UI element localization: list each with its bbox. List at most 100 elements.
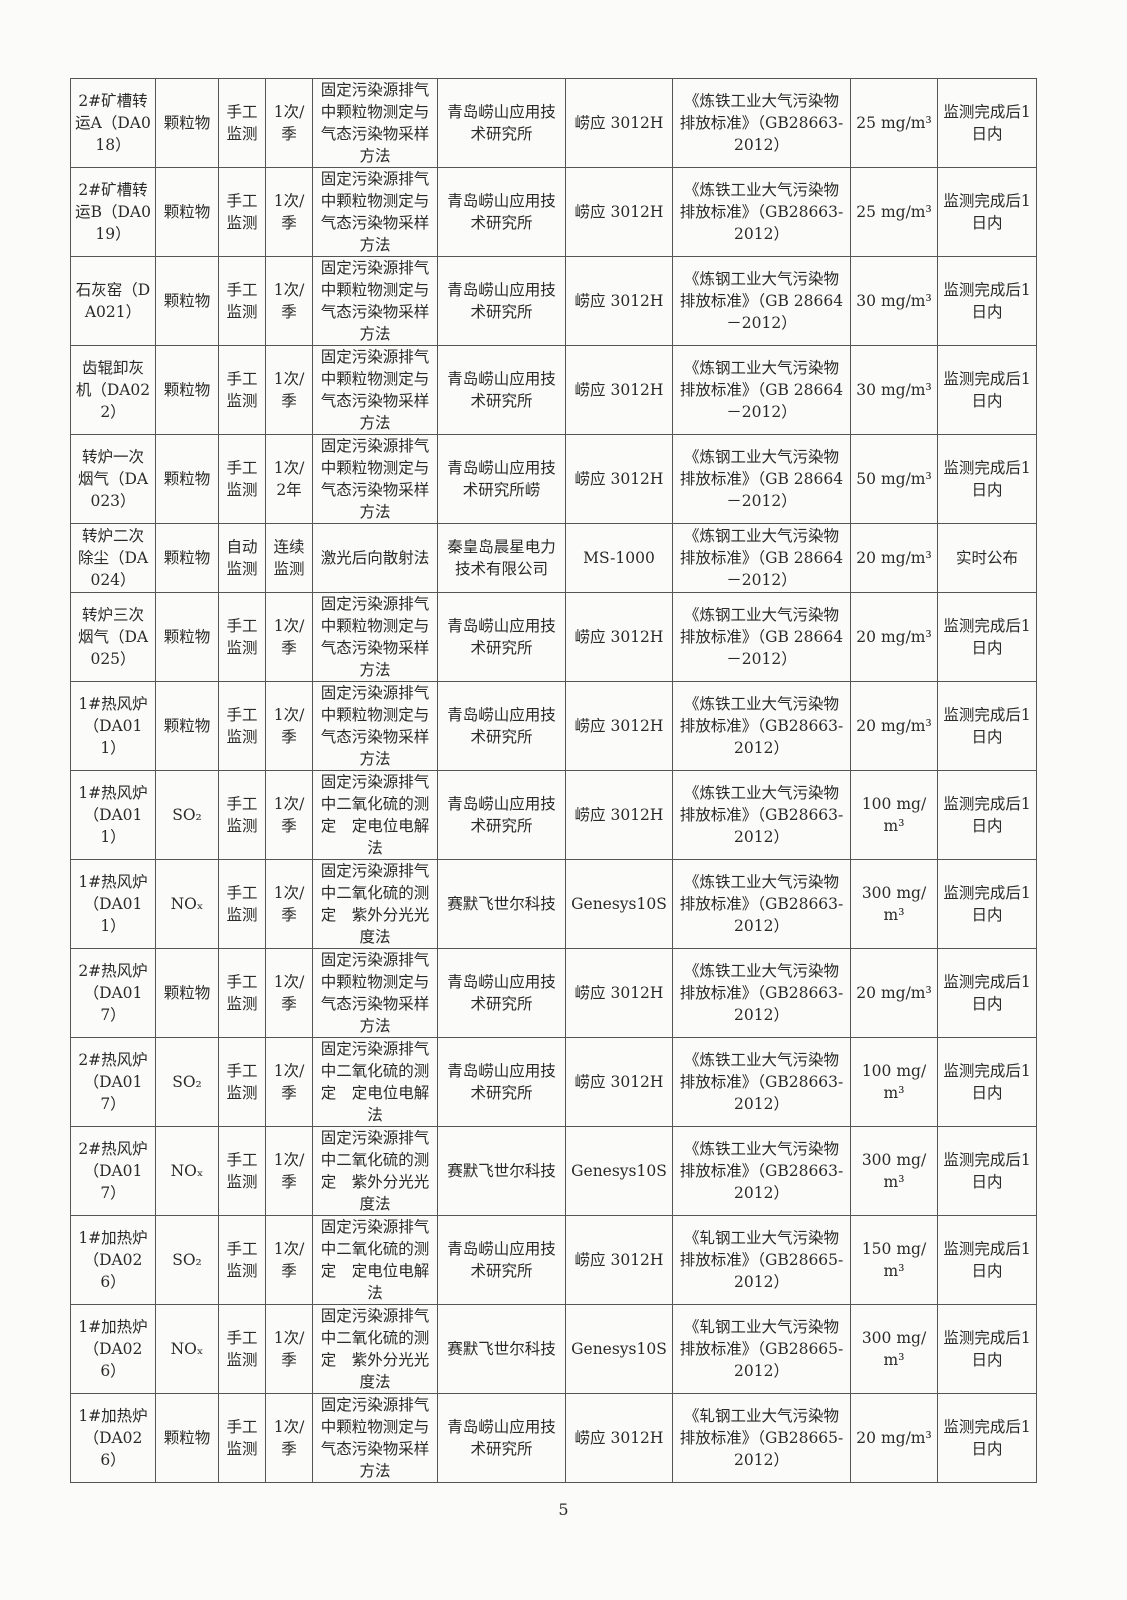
outlet-name-cell: 1#热风炉（DA011） bbox=[70, 859, 156, 949]
publish-time-cell: 监测完成后1日内 bbox=[937, 78, 1037, 168]
outlet-name-cell: 2#矿槽转运B（DA019） bbox=[70, 167, 156, 257]
publish-time-cell: 监测完成后1日内 bbox=[937, 859, 1037, 949]
table-row: 转炉二次除尘（DA024） 颗粒物 自动监测 连续监测 激光后向散射法 秦皇岛晨星电力技术… bbox=[70, 523, 1037, 593]
outlet-name-cell: 2#热风炉（DA017） bbox=[70, 948, 156, 1038]
frequency-cell: 1次/季 bbox=[265, 1304, 313, 1394]
frequency-cell: 1次/季 bbox=[265, 1393, 313, 1483]
instrument-model-cell: MS-1000 bbox=[565, 523, 673, 593]
pollutant-cell: NOₓ bbox=[155, 1126, 219, 1216]
outlet-name-cell: 转炉三次烟气（DA025） bbox=[70, 592, 156, 682]
monitoring-mode-cell: 自动监测 bbox=[218, 523, 266, 593]
supplier-cell: 青岛崂山应用技术研究所 bbox=[437, 1215, 566, 1305]
instrument-model-cell: 崂应 3012H bbox=[565, 770, 673, 860]
limit-value-cell: 20 mg/m³ bbox=[850, 1393, 938, 1483]
table-row: 2#热风炉（DA017） NOₓ 手工监测 1次/季 固定污染源排气中二氧化硫的测定 紫… bbox=[70, 1126, 1037, 1216]
outlet-name-cell: 1#加热炉（DA026） bbox=[70, 1304, 156, 1394]
limit-value-cell: 30 mg/m³ bbox=[850, 256, 938, 346]
monitoring-mode-cell: 手工监测 bbox=[218, 256, 266, 346]
emission-standard-cell: 《炼钢工业大气污染物排放标准》（GB 28664－2012） bbox=[672, 523, 851, 593]
table-row: 齿辊卸灰机（DA022） 颗粒物 手工监测 1次/季 固定污染源排气中颗粒物测定与气态污… bbox=[70, 345, 1037, 435]
test-method-cell: 固定污染源排气中二氧化硫的测定 紫外分光光度法 bbox=[312, 859, 438, 949]
instrument-model-cell: 崂应 3012H bbox=[565, 78, 673, 168]
pollutant-cell: 颗粒物 bbox=[155, 434, 219, 524]
limit-value-cell: 100 mg/m³ bbox=[850, 1037, 938, 1127]
pollutant-cell: 颗粒物 bbox=[155, 167, 219, 257]
table-row: 1#加热炉（DA026） 颗粒物 手工监测 1次/季 固定污染源排气中颗粒物测定与气态污… bbox=[70, 1393, 1037, 1483]
publish-time-cell: 监测完成后1日内 bbox=[937, 1393, 1037, 1483]
supplier-cell: 青岛崂山应用技术研究所 bbox=[437, 681, 566, 771]
outlet-name-cell: 石灰窑（DA021） bbox=[70, 256, 156, 346]
monitoring-mode-cell: 手工监测 bbox=[218, 167, 266, 257]
test-method-cell: 固定污染源排气中二氧化硫的测定 定电位电解法 bbox=[312, 1037, 438, 1127]
test-method-cell: 固定污染源排气中颗粒物测定与气态污染物采样方法 bbox=[312, 681, 438, 771]
pollutant-cell: NOₓ bbox=[155, 1304, 219, 1394]
supplier-cell: 青岛崂山应用技术研究所 bbox=[437, 592, 566, 682]
table-row: 转炉一次烟气（DA023） 颗粒物 手工监测 1次/2年 固定污染源排气中颗粒物测定与气… bbox=[70, 434, 1037, 524]
emission-standard-cell: 《炼铁工业大气污染物排放标准》（GB28663-2012） bbox=[672, 948, 851, 1038]
publish-time-cell: 监测完成后1日内 bbox=[937, 345, 1037, 435]
monitoring-mode-cell: 手工监测 bbox=[218, 592, 266, 682]
frequency-cell: 1次/季 bbox=[265, 859, 313, 949]
publish-time-cell: 监测完成后1日内 bbox=[937, 256, 1037, 346]
publish-time-cell: 监测完成后1日内 bbox=[937, 681, 1037, 771]
monitoring-mode-cell: 手工监测 bbox=[218, 770, 266, 860]
publish-time-cell: 监测完成后1日内 bbox=[937, 167, 1037, 257]
emission-standard-cell: 《炼钢工业大气污染物排放标准》（GB 28664－2012） bbox=[672, 434, 851, 524]
instrument-model-cell: 崂应 3012H bbox=[565, 167, 673, 257]
monitoring-mode-cell: 手工监测 bbox=[218, 681, 266, 771]
supplier-cell: 青岛崂山应用技术研究所 bbox=[437, 345, 566, 435]
supplier-cell: 青岛崂山应用技术研究所 bbox=[437, 1393, 566, 1483]
supplier-cell: 赛默飞世尔科技 bbox=[437, 1126, 566, 1216]
monitoring-mode-cell: 手工监测 bbox=[218, 345, 266, 435]
outlet-name-cell: 转炉二次除尘（DA024） bbox=[70, 523, 156, 593]
outlet-name-cell: 转炉一次烟气（DA023） bbox=[70, 434, 156, 524]
monitoring-table: 2#矿槽转运A（DA018） 颗粒物 手工监测 1次/季 固定污染源排气中颗粒物测定与气… bbox=[70, 78, 1037, 1483]
emission-standard-cell: 《炼铁工业大气污染物排放标准》（GB28663-2012） bbox=[672, 681, 851, 771]
pollutant-cell: 颗粒物 bbox=[155, 1393, 219, 1483]
frequency-cell: 1次/季 bbox=[265, 1126, 313, 1216]
emission-standard-cell: 《炼铁工业大气污染物排放标准》（GB28663-2012） bbox=[672, 1037, 851, 1127]
table-row: 1#热风炉（DA011） SO₂ 手工监测 1次/季 固定污染源排气中二氧化硫的测定 定… bbox=[70, 770, 1037, 860]
test-method-cell: 固定污染源排气中颗粒物测定与气态污染物采样方法 bbox=[312, 167, 438, 257]
instrument-model-cell: 崂应 3012H bbox=[565, 256, 673, 346]
pollutant-cell: 颗粒物 bbox=[155, 523, 219, 593]
frequency-cell: 1次/季 bbox=[265, 681, 313, 771]
pollutant-cell: 颗粒物 bbox=[155, 345, 219, 435]
table-row: 2#矿槽转运B（DA019） 颗粒物 手工监测 1次/季 固定污染源排气中颗粒物测定与气… bbox=[70, 167, 1037, 257]
supplier-cell: 青岛崂山应用技术研究所 bbox=[437, 78, 566, 168]
limit-value-cell: 100 mg/m³ bbox=[850, 770, 938, 860]
publish-time-cell: 监测完成后1日内 bbox=[937, 1126, 1037, 1216]
supplier-cell: 青岛崂山应用技术研究所 bbox=[437, 948, 566, 1038]
outlet-name-cell: 1#加热炉（DA026） bbox=[70, 1215, 156, 1305]
emission-standard-cell: 《炼钢工业大气污染物排放标准》（GB 28664－2012） bbox=[672, 256, 851, 346]
limit-value-cell: 50 mg/m³ bbox=[850, 434, 938, 524]
test-method-cell: 固定污染源排气中颗粒物测定与气态污染物采样方法 bbox=[312, 256, 438, 346]
instrument-model-cell: 崂应 3012H bbox=[565, 1215, 673, 1305]
supplier-cell: 青岛崂山应用技术研究所 bbox=[437, 1037, 566, 1127]
test-method-cell: 固定污染源排气中二氧化硫的测定 紫外分光光度法 bbox=[312, 1126, 438, 1216]
instrument-model-cell: 崂应 3012H bbox=[565, 681, 673, 771]
frequency-cell: 1次/季 bbox=[265, 78, 313, 168]
outlet-name-cell: 齿辊卸灰机（DA022） bbox=[70, 345, 156, 435]
outlet-name-cell: 2#热风炉（DA017） bbox=[70, 1037, 156, 1127]
limit-value-cell: 150 mg/m³ bbox=[850, 1215, 938, 1305]
limit-value-cell: 20 mg/m³ bbox=[850, 948, 938, 1038]
frequency-cell: 1次/季 bbox=[265, 1037, 313, 1127]
pollutant-cell: 颗粒物 bbox=[155, 948, 219, 1038]
publish-time-cell: 监测完成后1日内 bbox=[937, 948, 1037, 1038]
monitoring-mode-cell: 手工监测 bbox=[218, 1393, 266, 1483]
publish-time-cell: 监测完成后1日内 bbox=[937, 434, 1037, 524]
outlet-name-cell: 1#加热炉（DA026） bbox=[70, 1393, 156, 1483]
monitoring-mode-cell: 手工监测 bbox=[218, 1215, 266, 1305]
frequency-cell: 1次/季 bbox=[265, 770, 313, 860]
supplier-cell: 青岛崂山应用技术研究所 bbox=[437, 167, 566, 257]
test-method-cell: 固定污染源排气中颗粒物测定与气态污染物采样方法 bbox=[312, 948, 438, 1038]
monitoring-mode-cell: 手工监测 bbox=[218, 78, 266, 168]
publish-time-cell: 监测完成后1日内 bbox=[937, 1304, 1037, 1394]
pollutant-cell: SO₂ bbox=[155, 770, 219, 860]
limit-value-cell: 300 mg/m³ bbox=[850, 1126, 938, 1216]
instrument-model-cell: 崂应 3012H bbox=[565, 434, 673, 524]
publish-time-cell: 监测完成后1日内 bbox=[937, 770, 1037, 860]
limit-value-cell: 20 mg/m³ bbox=[850, 523, 938, 593]
emission-standard-cell: 《炼铁工业大气污染物排放标准》（GB28663-2012） bbox=[672, 859, 851, 949]
